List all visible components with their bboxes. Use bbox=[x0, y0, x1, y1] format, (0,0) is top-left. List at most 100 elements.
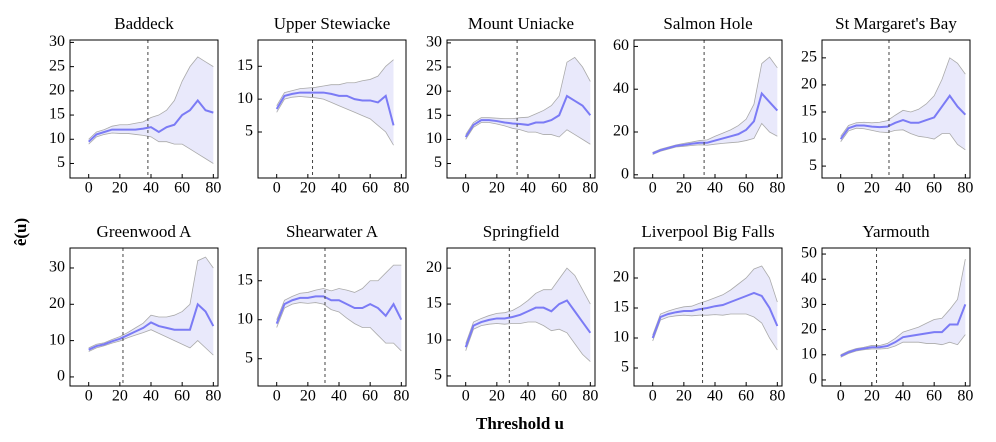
y-tick-label: 15 bbox=[237, 57, 253, 74]
plot-frame bbox=[633, 247, 783, 387]
y-tick-label: 20 bbox=[613, 123, 629, 140]
mean-line bbox=[651, 291, 779, 339]
x-tick-label: 0 bbox=[273, 180, 281, 197]
mean-line bbox=[464, 94, 592, 138]
panel-title: St Margaret's Bay bbox=[835, 14, 957, 33]
band-edge bbox=[840, 334, 966, 358]
x-tick-label: 60 bbox=[926, 388, 942, 405]
x-tick-label: 40 bbox=[520, 180, 536, 197]
confidence-band bbox=[652, 266, 778, 350]
band-edge bbox=[652, 122, 778, 155]
x-tick-label: 40 bbox=[520, 388, 536, 405]
x-tick-label: 60 bbox=[551, 180, 567, 197]
panel-title: Liverpool Big Falls bbox=[641, 222, 774, 241]
y-tick-label: 60 bbox=[613, 37, 629, 54]
x-tick-label: 0 bbox=[85, 388, 93, 405]
mean-line bbox=[275, 91, 395, 126]
x-tick-label: 80 bbox=[393, 388, 409, 405]
x-tick-label: 80 bbox=[205, 388, 221, 405]
panel-title: Upper Stewiacke bbox=[274, 14, 391, 33]
confidence-band bbox=[276, 59, 394, 146]
x-tick-label: 40 bbox=[707, 180, 723, 197]
x-tick-label: 20 bbox=[489, 180, 505, 197]
band-edge bbox=[840, 259, 966, 356]
mean-line bbox=[464, 299, 592, 348]
y-tick-label: 5 bbox=[621, 359, 629, 376]
plot-frame bbox=[633, 39, 783, 179]
band-edge bbox=[276, 96, 394, 146]
x-tick-label: 40 bbox=[331, 388, 347, 405]
x-tick-label: 0 bbox=[273, 388, 281, 405]
band-edge bbox=[276, 302, 402, 352]
x-tick-label: 40 bbox=[895, 388, 911, 405]
x-tick-label: 80 bbox=[769, 388, 785, 405]
y-tick-label: 0 bbox=[57, 368, 65, 385]
mean-line bbox=[88, 98, 214, 143]
y-tick-label: 15 bbox=[426, 106, 442, 123]
band-edge bbox=[652, 313, 778, 351]
x-tick-label: 20 bbox=[300, 388, 316, 405]
x-tick-label: 80 bbox=[769, 180, 785, 197]
y-tick-label: 25 bbox=[49, 57, 65, 74]
plot-frame bbox=[821, 39, 971, 179]
band-edge bbox=[652, 265, 778, 336]
panel-title: Greenwood A bbox=[97, 222, 193, 241]
x-tick-label: 0 bbox=[649, 388, 657, 405]
y-tick-label: 0 bbox=[809, 371, 817, 388]
x-tick-label: 40 bbox=[331, 180, 347, 197]
panel-title: Yarmouth bbox=[862, 222, 930, 241]
panel-title: Springfield bbox=[483, 222, 560, 241]
y-tick-label: 10 bbox=[801, 345, 817, 362]
y-tick-label: 15 bbox=[613, 299, 629, 316]
y-tick-label: 10 bbox=[613, 329, 629, 346]
y-tick-label: 15 bbox=[801, 103, 817, 120]
y-tick-label: 10 bbox=[49, 331, 65, 348]
mean-line bbox=[652, 91, 779, 155]
x-tick-label: 40 bbox=[143, 388, 159, 405]
band-edge bbox=[465, 321, 591, 362]
y-tick-label: 40 bbox=[613, 80, 629, 97]
x-tick-label: 60 bbox=[926, 180, 942, 197]
y-tick-label: 25 bbox=[426, 58, 442, 75]
band-edge bbox=[840, 57, 966, 137]
confidence-band bbox=[465, 57, 591, 145]
x-tick-label: 0 bbox=[649, 180, 657, 197]
x-tick-label: 20 bbox=[489, 388, 505, 405]
x-tick-label: 80 bbox=[582, 388, 598, 405]
band-edge bbox=[652, 56, 778, 153]
x-tick-label: 60 bbox=[362, 180, 378, 197]
plot-frame bbox=[257, 39, 407, 179]
y-tick-label: 30 bbox=[49, 259, 65, 276]
x-tick-label: 40 bbox=[895, 180, 911, 197]
y-tick-label: 15 bbox=[426, 295, 442, 312]
plot-frame bbox=[446, 247, 596, 387]
x-tick-label: 0 bbox=[837, 388, 845, 405]
y-tick-label: 20 bbox=[801, 76, 817, 93]
mean-line bbox=[275, 295, 403, 324]
x-tick-label: 60 bbox=[174, 180, 190, 197]
y-tick-label: 20 bbox=[801, 320, 817, 337]
x-tick-label: 80 bbox=[205, 180, 221, 197]
y-tick-label: 5 bbox=[809, 157, 817, 174]
confidence-band bbox=[840, 57, 966, 150]
y-tick-label: 0 bbox=[621, 165, 629, 182]
x-tick-label: 20 bbox=[300, 180, 316, 197]
plot-frame bbox=[821, 247, 971, 387]
mean-line bbox=[88, 302, 215, 351]
band-edge bbox=[88, 329, 214, 356]
x-tick-label: 20 bbox=[676, 180, 692, 197]
x-tick-label: 20 bbox=[676, 388, 692, 405]
panel-title: Salmon Hole bbox=[663, 14, 752, 33]
x-tick-label: 80 bbox=[393, 180, 409, 197]
y-tick-label: 10 bbox=[237, 90, 253, 107]
x-tick-label: 20 bbox=[864, 180, 880, 197]
band-edge bbox=[88, 132, 214, 164]
y-tick-label: 40 bbox=[801, 270, 817, 287]
confidence-band bbox=[465, 268, 591, 362]
x-tick-label: 80 bbox=[582, 180, 598, 197]
band-edge bbox=[88, 56, 214, 140]
y-tick-label: 25 bbox=[801, 49, 817, 66]
y-tick-label: 20 bbox=[426, 259, 442, 276]
y-tick-label: 50 bbox=[801, 245, 817, 262]
y-tick-label: 5 bbox=[57, 154, 65, 171]
